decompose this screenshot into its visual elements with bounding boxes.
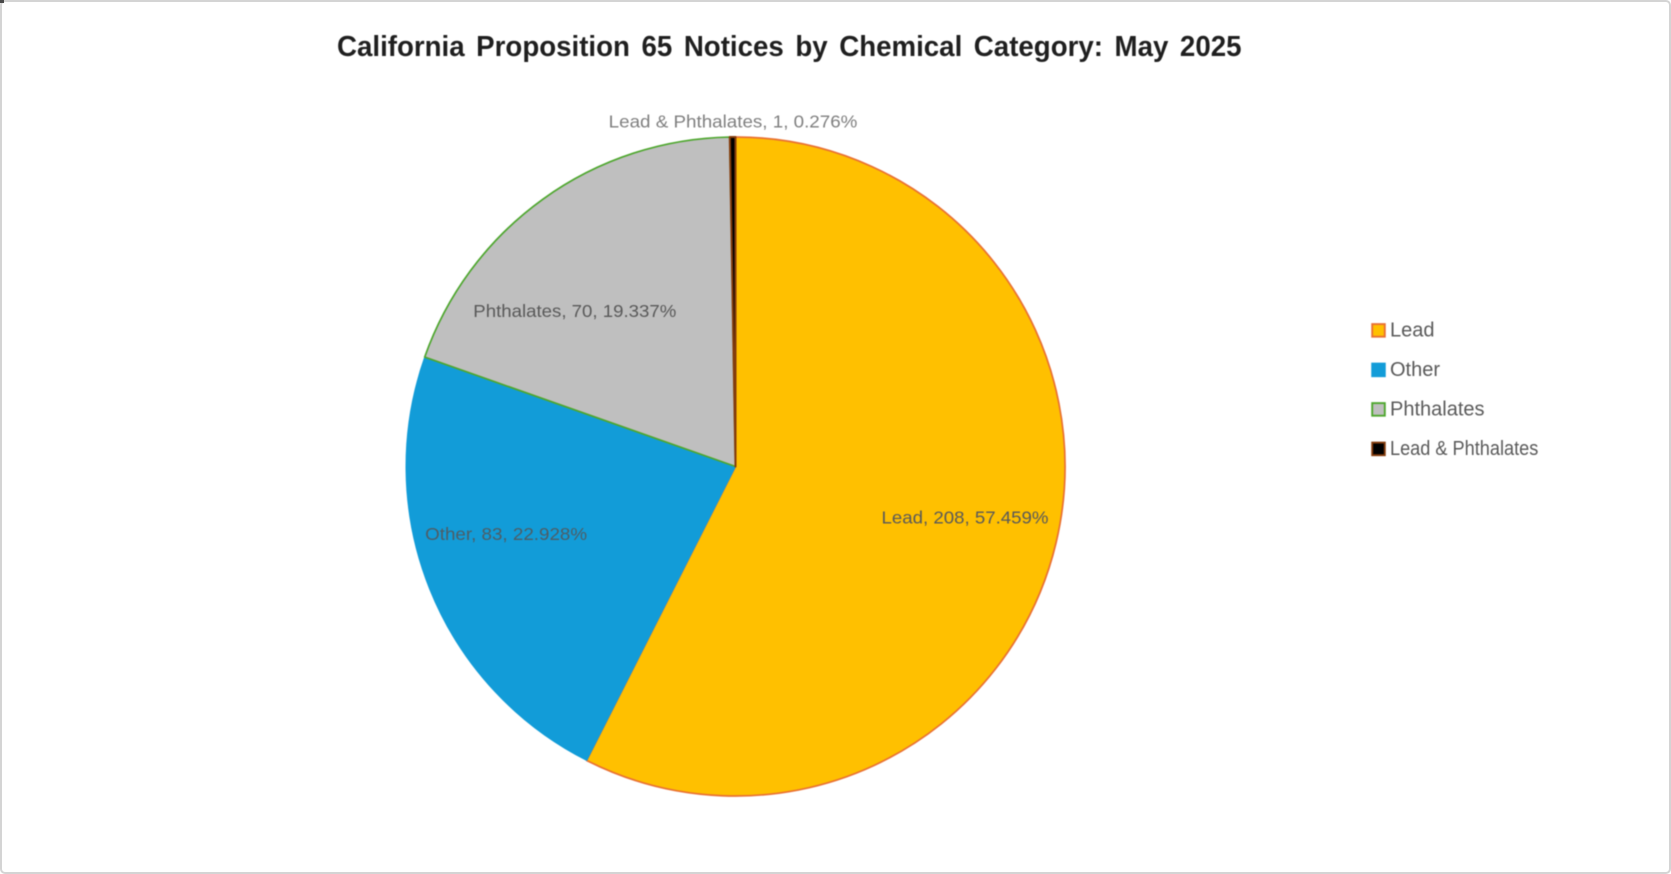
svg-text:Other: Other	[1390, 359, 1440, 381]
svg-text:Lead, 208, 57.459%: Lead, 208, 57.459%	[882, 508, 1049, 528]
svg-text:California Proposition 65 Noti: California Proposition 65 Notices by Che…	[337, 31, 1242, 63]
svg-text:Lead & Phthalates, 1, 0.276%: Lead & Phthalates, 1, 0.276%	[609, 111, 858, 131]
svg-text:Lead: Lead	[1390, 320, 1435, 342]
svg-text:Phthalates: Phthalates	[1390, 399, 1485, 421]
svg-text:Lead & Phthalates: Lead & Phthalates	[1390, 438, 1538, 460]
svg-text:Phthalates, 70, 19.337%: Phthalates, 70, 19.337%	[473, 301, 676, 321]
svg-text:Other, 83, 22.928%: Other, 83, 22.928%	[425, 524, 587, 544]
